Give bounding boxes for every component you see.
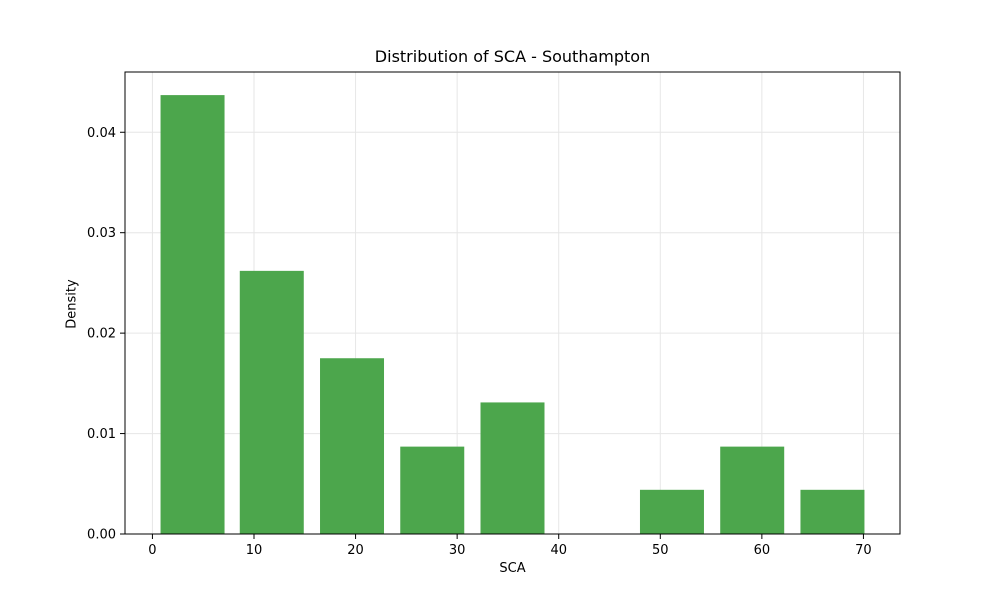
histogram-bar — [320, 358, 385, 534]
y-tick-label: 0.01 — [87, 427, 116, 442]
histogram-bar — [400, 446, 465, 534]
x-tick-label: 50 — [652, 543, 669, 558]
x-axis-ticks: 0 10 20 30 40 50 60 70 — [148, 534, 872, 558]
histogram-bar — [639, 489, 704, 534]
histogram-bar — [800, 489, 865, 534]
histogram-bar — [160, 95, 225, 534]
x-tick-label: 60 — [754, 543, 771, 558]
y-tick-label: 0.00 — [87, 528, 116, 543]
histogram-bar — [480, 402, 545, 534]
x-tick-label: 30 — [449, 543, 466, 558]
histogram-bar — [239, 270, 304, 534]
x-tick-label: 70 — [855, 543, 872, 558]
y-axis-ticks: 0.00 0.01 0.02 0.03 0.04 — [87, 126, 125, 543]
histogram-bar — [720, 446, 785, 534]
bars-layer — [160, 95, 865, 534]
chart-title: Distribution of SCA - Southampton — [374, 47, 651, 66]
y-tick-label: 0.02 — [87, 327, 116, 342]
x-tick-label: 40 — [550, 543, 567, 558]
y-tick-label: 0.03 — [87, 226, 116, 241]
y-axis-label: Density — [64, 279, 80, 329]
x-tick-label: 20 — [347, 543, 364, 558]
x-tick-label: 10 — [246, 543, 263, 558]
y-tick-label: 0.04 — [87, 126, 116, 141]
x-axis-label: SCA — [499, 561, 526, 576]
plot-frame — [124, 71, 901, 535]
x-tick-label: 0 — [148, 543, 156, 558]
